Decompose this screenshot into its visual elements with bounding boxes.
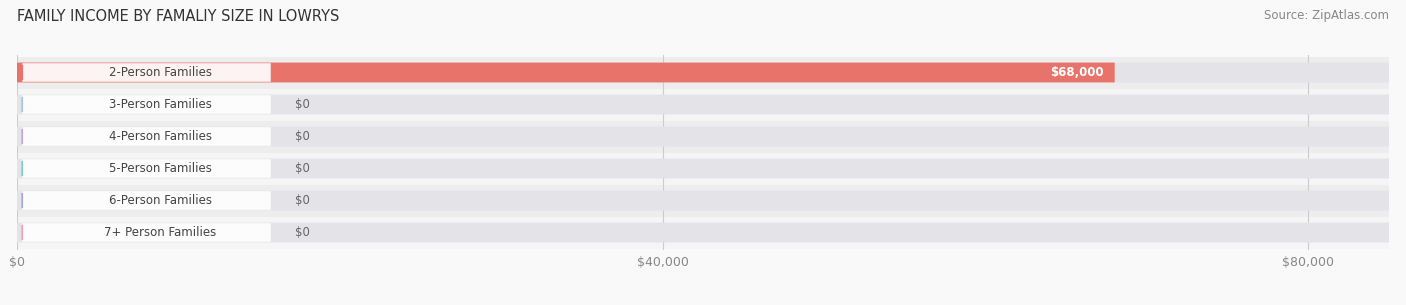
Bar	[17, 185, 1389, 217]
Text: FAMILY INCOME BY FAMALIY SIZE IN LOWRYS: FAMILY INCOME BY FAMALIY SIZE IN LOWRYS	[17, 9, 339, 24]
Text: 4-Person Families: 4-Person Families	[108, 130, 212, 143]
Text: 2-Person Families: 2-Person Families	[108, 66, 212, 79]
Text: $0: $0	[295, 98, 311, 111]
FancyBboxPatch shape	[17, 223, 1389, 242]
Text: $0: $0	[295, 194, 311, 207]
Text: 6-Person Families: 6-Person Families	[108, 194, 212, 207]
Bar	[17, 152, 1389, 185]
Text: 7+ Person Families: 7+ Person Families	[104, 226, 217, 239]
Text: $0: $0	[295, 130, 311, 143]
Bar	[17, 120, 1389, 152]
FancyBboxPatch shape	[22, 159, 271, 178]
Text: Source: ZipAtlas.com: Source: ZipAtlas.com	[1264, 9, 1389, 22]
FancyBboxPatch shape	[17, 63, 1115, 82]
Bar	[17, 217, 1389, 249]
Bar	[17, 88, 1389, 120]
FancyBboxPatch shape	[22, 63, 271, 82]
FancyBboxPatch shape	[17, 63, 1389, 82]
FancyBboxPatch shape	[22, 127, 271, 146]
FancyBboxPatch shape	[17, 191, 1389, 210]
Text: 5-Person Families: 5-Person Families	[108, 162, 212, 175]
FancyBboxPatch shape	[17, 159, 1389, 178]
Text: $68,000: $68,000	[1050, 66, 1104, 79]
FancyBboxPatch shape	[22, 191, 271, 210]
Text: $0: $0	[295, 226, 311, 239]
FancyBboxPatch shape	[17, 127, 1389, 146]
FancyBboxPatch shape	[17, 95, 1389, 114]
Text: $0: $0	[295, 162, 311, 175]
FancyBboxPatch shape	[22, 95, 271, 114]
Text: 3-Person Families: 3-Person Families	[108, 98, 212, 111]
Bar	[17, 56, 1389, 88]
FancyBboxPatch shape	[22, 223, 271, 242]
